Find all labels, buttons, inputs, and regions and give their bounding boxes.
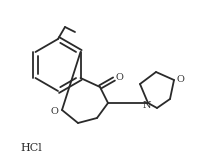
Text: O: O: [114, 73, 122, 81]
Text: O: O: [50, 108, 58, 116]
Text: O: O: [175, 75, 183, 83]
Text: N: N: [142, 100, 151, 110]
Text: HCl: HCl: [20, 143, 42, 153]
